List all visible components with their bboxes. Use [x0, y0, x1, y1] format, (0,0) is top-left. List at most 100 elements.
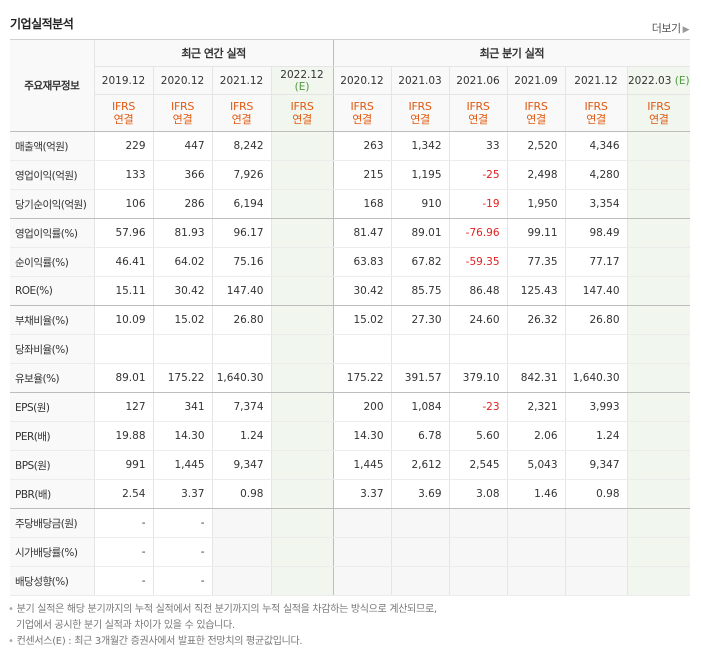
cell-value [564, 334, 628, 364]
table-row: PBR(배) 2.54 3.37 0.98 3.37 3.69 3.08 1.46 0.98 [10, 479, 691, 509]
consolidated-text: 연결 [113, 113, 134, 126]
cell-value: - [93, 508, 153, 538]
cell-value [626, 537, 691, 567]
period-header: 2021.09 [506, 66, 566, 95]
cell-value: 125.43 [506, 276, 566, 306]
cell-value [211, 508, 271, 538]
cell-value [506, 334, 566, 364]
cell-value: 341 [152, 392, 212, 422]
table-row: BPS(원) 991 1,445 9,347 1,445 2,612 2,545 5,043 9… [10, 450, 691, 480]
annual-group-header: 최근 연간 실적 [93, 39, 334, 67]
row-label: 부채비율(%) [10, 305, 94, 335]
cell-value [270, 508, 334, 538]
cell-value: 2,545 [448, 450, 508, 480]
row-label: 주당배당금(원) [10, 508, 94, 538]
more-link[interactable]: 더보기 ▶ [652, 20, 690, 36]
cell-value [390, 334, 450, 364]
cell-value [270, 450, 334, 480]
row-label: EPS(원) [10, 392, 94, 422]
cell-value [332, 537, 392, 567]
cell-value [270, 160, 334, 190]
cell-value: 2.06 [506, 421, 566, 451]
period-label: 2022.12 [280, 68, 324, 81]
table-row: 영업이익률(%) 57.96 81.93 96.17 81.47 89.01 -76.96 9… [10, 218, 691, 248]
cell-value [626, 218, 691, 248]
cell-value: - [93, 537, 153, 567]
cell-value: 14.30 [152, 421, 212, 451]
cell-value [270, 566, 334, 596]
cell-value: 6.78 [390, 421, 450, 451]
period-header: 2020.12 [152, 66, 212, 95]
period-label: 2021.03 [398, 74, 442, 87]
cell-value: 3.37 [152, 479, 212, 509]
row-label: 시가배당률(%) [10, 537, 94, 567]
period-label: 2021.06 [456, 74, 500, 87]
cell-value: 229 [93, 131, 153, 161]
cell-value [211, 537, 271, 567]
cell-value: 15.02 [332, 305, 392, 335]
cell-value: - [152, 566, 212, 596]
cell-value: -59.35 [448, 247, 508, 277]
cell-value: 7,374 [211, 392, 271, 422]
ifrs-label: IFRS 연결 [211, 94, 271, 132]
cell-value: 15.11 [93, 276, 153, 306]
ifrs-label: IFRS 연결 [152, 94, 212, 132]
cell-value [626, 305, 691, 335]
ifrs-label: IFRS 연결 [626, 94, 691, 132]
ifrs-text: IFRS [647, 100, 671, 113]
estimate-mark: (E) [294, 80, 310, 93]
cell-value: 2,520 [506, 131, 566, 161]
ifrs-label: IFRS 연결 [506, 94, 566, 132]
cell-value: 4,280 [564, 160, 628, 190]
row-label: 매출액(억원) [10, 131, 94, 161]
consolidated-text: 연결 [172, 113, 193, 126]
cell-value: 286 [152, 189, 212, 219]
ifrs-label: IFRS 연결 [564, 94, 628, 132]
consolidated-text: 연결 [410, 113, 430, 126]
cell-value: 99.11 [506, 218, 566, 248]
cell-value [626, 392, 691, 422]
row-label: 순이익률(%) [10, 247, 94, 277]
cell-value: 3.37 [332, 479, 392, 509]
cell-value: 379.10 [448, 363, 508, 393]
cell-value [626, 160, 691, 190]
consolidated-text: 연결 [648, 113, 669, 126]
cell-value: 6,194 [211, 189, 271, 219]
cell-value [332, 508, 392, 538]
cell-value: 81.47 [332, 218, 392, 248]
cell-value: 26.80 [211, 305, 271, 335]
cell-value: 200 [332, 392, 392, 422]
cell-value [626, 334, 691, 364]
chevron-right-icon: ▶ [682, 25, 690, 35]
cell-value: 1,640.30 [564, 363, 628, 393]
cell-value: 19.88 [93, 421, 153, 451]
estimate-mark: (E) [674, 74, 690, 87]
cell-value: 86.48 [448, 276, 508, 306]
table-row: 순이익률(%) 46.41 64.02 75.16 63.83 67.82 -59.35 77… [10, 247, 691, 277]
cell-value [626, 276, 691, 306]
cell-value: 263 [332, 131, 392, 161]
period-header: 2019.12 [93, 66, 153, 95]
header-label: 주요재무정보 [10, 39, 94, 132]
ifrs-text: IFRS [584, 100, 608, 113]
cell-value [390, 508, 450, 538]
cell-value [626, 131, 691, 161]
period-header: 2022.03 (E) [626, 66, 691, 95]
ifrs-text: IFRS [112, 100, 135, 113]
cell-value [270, 479, 334, 509]
cell-value: 26.32 [506, 305, 566, 335]
cell-value: 215 [332, 160, 392, 190]
ifrs-label: IFRS 연결 [93, 94, 153, 132]
cell-value: 77.35 [506, 247, 566, 277]
section-title: 기업실적분석 [10, 17, 74, 31]
footnote-2: • 컨센서스(E) : 최근 3개월간 증권사에서 발표한 전망치의 평균값입니다… [8, 636, 303, 647]
cell-value: 1,445 [332, 450, 392, 480]
cell-value: 2,321 [506, 392, 566, 422]
period-header: 2021.12 [564, 66, 628, 95]
cell-value [448, 508, 508, 538]
cell-value: 1,640.30 [211, 363, 271, 393]
cell-value [506, 537, 566, 567]
cell-value [270, 189, 334, 219]
cell-value [270, 247, 334, 277]
period-label: 2021.12 [574, 74, 618, 87]
